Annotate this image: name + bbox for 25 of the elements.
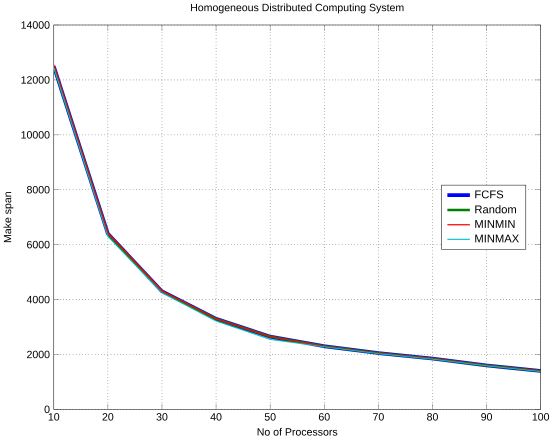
legend-label: MINMIN	[475, 220, 515, 228]
x-tick-label: 100	[532, 413, 550, 421]
y-axis-title: Make span	[4, 192, 14, 242]
x-tick-label: 10	[48, 413, 60, 421]
legend-label: Random	[475, 205, 516, 214]
x-tick-label: 70	[373, 413, 384, 421]
y-tick-label: 10000	[21, 131, 50, 139]
x-tick-label: 20	[102, 413, 114, 421]
x-axis-title: No of Processors	[258, 428, 338, 436]
x-tick-label: 30	[156, 413, 168, 421]
y-tick-label: 4000	[26, 296, 50, 304]
legend-label: MINMAX	[475, 234, 519, 242]
y-tick-label: 0	[44, 406, 50, 414]
y-tick-label: 12000	[21, 76, 50, 84]
y-tick-label: 8000	[26, 186, 50, 194]
y-tick-label: 14000	[21, 21, 50, 29]
y-tick-label: 2000	[27, 350, 50, 358]
y-tick-label: 6000	[27, 240, 50, 248]
x-tick-label: 40	[210, 413, 222, 421]
chart-title: Homogeneous Distributed Computing System	[191, 3, 404, 14]
x-tick-label: 50	[264, 413, 276, 421]
legend-label: FCFS	[475, 190, 504, 198]
x-tick-label: 80	[427, 413, 438, 421]
x-tick-label: 60	[318, 413, 330, 421]
x-tick-label: 90	[481, 413, 492, 421]
